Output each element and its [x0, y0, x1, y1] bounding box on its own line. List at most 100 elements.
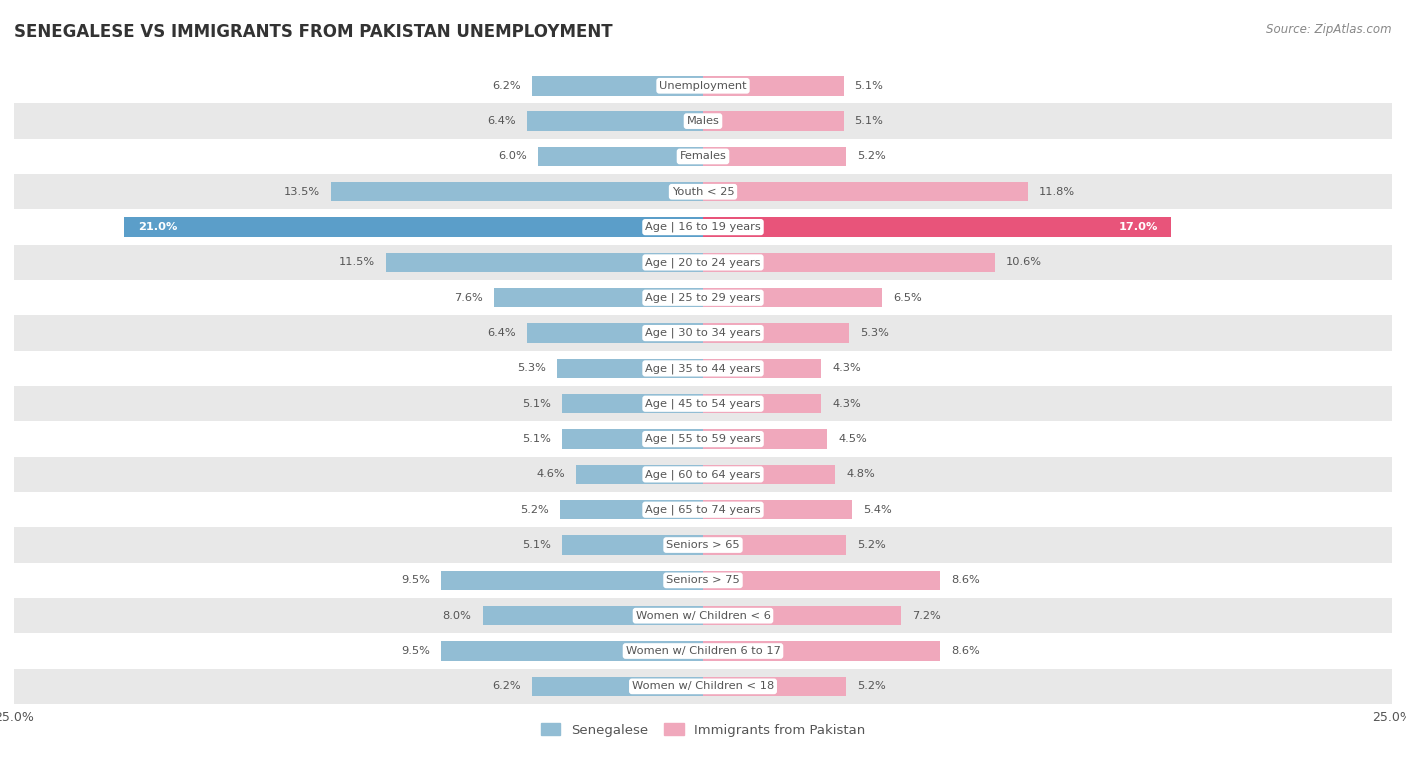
Text: 6.4%: 6.4%	[486, 328, 516, 338]
Bar	[14, 104, 1392, 139]
Text: Seniors > 65: Seniors > 65	[666, 540, 740, 550]
Bar	[703, 394, 821, 413]
Bar	[562, 429, 703, 449]
Text: Age | 65 to 74 years: Age | 65 to 74 years	[645, 504, 761, 515]
Bar	[14, 210, 1392, 245]
Text: Source: ZipAtlas.com: Source: ZipAtlas.com	[1267, 23, 1392, 36]
Text: 5.2%: 5.2%	[520, 505, 548, 515]
Bar	[562, 535, 703, 555]
Bar	[14, 456, 1392, 492]
Text: Women w/ Children < 18: Women w/ Children < 18	[631, 681, 775, 691]
Bar	[703, 677, 846, 696]
Bar	[560, 500, 703, 519]
Bar	[14, 245, 1392, 280]
Bar	[527, 323, 703, 343]
Bar	[14, 634, 1392, 668]
Bar	[531, 76, 703, 95]
Text: Age | 55 to 59 years: Age | 55 to 59 years	[645, 434, 761, 444]
Bar	[703, 253, 995, 273]
Bar	[441, 571, 703, 590]
Bar	[703, 641, 941, 661]
Text: Age | 25 to 29 years: Age | 25 to 29 years	[645, 292, 761, 303]
Text: 5.3%: 5.3%	[517, 363, 546, 373]
Text: 5.3%: 5.3%	[860, 328, 889, 338]
Text: 5.1%: 5.1%	[523, 434, 551, 444]
Text: 5.1%: 5.1%	[523, 540, 551, 550]
Bar	[387, 253, 703, 273]
Text: Age | 30 to 34 years: Age | 30 to 34 years	[645, 328, 761, 338]
Bar	[14, 68, 1392, 104]
Bar	[557, 359, 703, 378]
Bar	[14, 598, 1392, 634]
Text: 11.8%: 11.8%	[1039, 187, 1076, 197]
Bar	[14, 422, 1392, 456]
Text: 11.5%: 11.5%	[339, 257, 375, 267]
Text: Age | 16 to 19 years: Age | 16 to 19 years	[645, 222, 761, 232]
Text: 6.0%: 6.0%	[498, 151, 527, 161]
Bar	[14, 528, 1392, 562]
Text: 5.4%: 5.4%	[863, 505, 891, 515]
Bar	[703, 111, 844, 131]
Bar	[494, 288, 703, 307]
Text: Females: Females	[679, 151, 727, 161]
Text: 10.6%: 10.6%	[1007, 257, 1042, 267]
Text: 5.1%: 5.1%	[855, 81, 883, 91]
Bar	[14, 280, 1392, 316]
Bar	[703, 465, 835, 484]
Bar	[14, 562, 1392, 598]
Bar	[703, 500, 852, 519]
Bar	[124, 217, 703, 237]
Bar	[703, 571, 941, 590]
Text: 6.5%: 6.5%	[893, 293, 922, 303]
Text: 5.1%: 5.1%	[855, 116, 883, 126]
Bar	[703, 147, 846, 167]
Text: 13.5%: 13.5%	[284, 187, 321, 197]
Text: 4.5%: 4.5%	[838, 434, 866, 444]
Text: Age | 20 to 24 years: Age | 20 to 24 years	[645, 257, 761, 268]
Text: Age | 45 to 54 years: Age | 45 to 54 years	[645, 398, 761, 409]
Text: SENEGALESE VS IMMIGRANTS FROM PAKISTAN UNEMPLOYMENT: SENEGALESE VS IMMIGRANTS FROM PAKISTAN U…	[14, 23, 613, 41]
Text: 9.5%: 9.5%	[401, 575, 430, 585]
Bar	[482, 606, 703, 625]
Text: Seniors > 75: Seniors > 75	[666, 575, 740, 585]
Text: 7.6%: 7.6%	[454, 293, 482, 303]
Bar	[703, 323, 849, 343]
Text: 4.8%: 4.8%	[846, 469, 875, 479]
Bar	[14, 492, 1392, 528]
Text: 4.6%: 4.6%	[537, 469, 565, 479]
Bar	[576, 465, 703, 484]
Bar	[703, 217, 1171, 237]
Bar	[703, 182, 1028, 201]
Bar	[703, 606, 901, 625]
Bar	[703, 288, 882, 307]
Bar	[703, 535, 846, 555]
Bar	[14, 174, 1392, 210]
Bar	[14, 350, 1392, 386]
Bar	[14, 386, 1392, 422]
Text: Unemployment: Unemployment	[659, 81, 747, 91]
Text: 6.2%: 6.2%	[492, 681, 522, 691]
Bar	[562, 394, 703, 413]
Text: Women w/ Children < 6: Women w/ Children < 6	[636, 611, 770, 621]
Text: 5.2%: 5.2%	[858, 540, 886, 550]
Text: 4.3%: 4.3%	[832, 399, 862, 409]
Bar	[531, 677, 703, 696]
Bar	[14, 316, 1392, 350]
Bar	[330, 182, 703, 201]
Text: 9.5%: 9.5%	[401, 646, 430, 656]
Text: Youth < 25: Youth < 25	[672, 187, 734, 197]
Text: 6.4%: 6.4%	[486, 116, 516, 126]
Text: 7.2%: 7.2%	[912, 611, 941, 621]
Text: 6.2%: 6.2%	[492, 81, 522, 91]
Bar	[537, 147, 703, 167]
Text: 8.6%: 8.6%	[950, 575, 980, 585]
Text: 4.3%: 4.3%	[832, 363, 862, 373]
Text: 8.6%: 8.6%	[950, 646, 980, 656]
Text: 21.0%: 21.0%	[138, 222, 177, 232]
Bar	[14, 668, 1392, 704]
Text: 8.0%: 8.0%	[443, 611, 471, 621]
Text: Males: Males	[686, 116, 720, 126]
Bar	[703, 429, 827, 449]
Legend: Senegalese, Immigrants from Pakistan: Senegalese, Immigrants from Pakistan	[536, 718, 870, 742]
Bar	[703, 76, 844, 95]
